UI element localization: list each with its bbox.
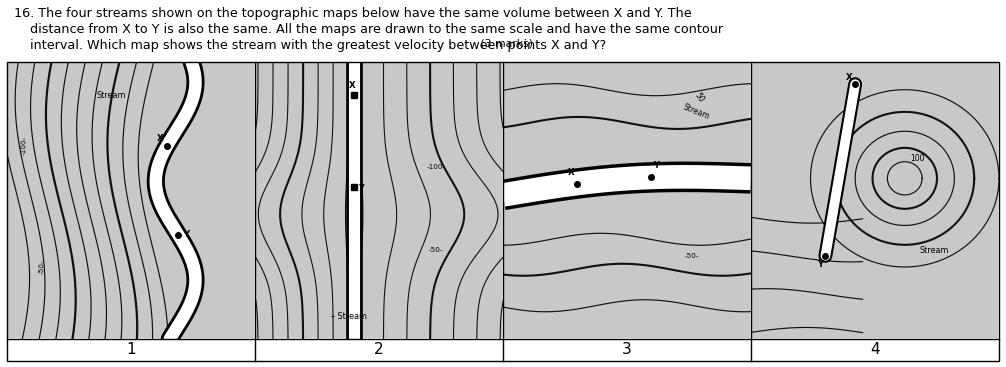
- Text: -100-: -100-: [427, 164, 446, 170]
- Text: Y: Y: [183, 230, 189, 239]
- Text: 50: 50: [692, 91, 705, 105]
- Text: (3 marks): (3 marks): [477, 39, 533, 49]
- Text: X: X: [157, 134, 164, 142]
- Bar: [8, 63, 254, 338]
- Text: Stream: Stream: [97, 91, 126, 100]
- Text: distance from X to Y is also the same. All the maps are drawn to the same scale : distance from X to Y is also the same. A…: [14, 23, 723, 36]
- Text: X: X: [846, 73, 852, 82]
- Text: -50-: -50-: [429, 247, 444, 253]
- Bar: [752, 63, 998, 338]
- Text: 1: 1: [126, 342, 136, 357]
- Text: -100-: -100-: [21, 135, 28, 155]
- Text: Stream: Stream: [681, 102, 710, 121]
- Text: – Stream: – Stream: [331, 312, 367, 321]
- Text: interval. Which map shows the stream with the greatest velocity between points X: interval. Which map shows the stream wit…: [14, 39, 607, 52]
- Text: 100: 100: [909, 155, 925, 163]
- Text: -50-: -50-: [684, 253, 699, 259]
- Bar: [7, 62, 999, 361]
- Text: -50-: -50-: [38, 259, 45, 274]
- Text: Y: Y: [817, 260, 824, 269]
- Bar: [256, 63, 502, 338]
- Text: 4: 4: [870, 342, 880, 357]
- Text: Stream: Stream: [919, 246, 949, 255]
- Text: X: X: [349, 81, 355, 90]
- Text: 3: 3: [622, 342, 632, 357]
- Bar: [504, 63, 750, 338]
- Text: 16. The four streams shown on the topographic maps below have the same volume be: 16. The four streams shown on the topogr…: [14, 7, 691, 20]
- Text: X: X: [568, 168, 574, 177]
- Text: y: y: [359, 182, 365, 191]
- Text: Y: Y: [653, 161, 659, 170]
- Text: 2: 2: [374, 342, 384, 357]
